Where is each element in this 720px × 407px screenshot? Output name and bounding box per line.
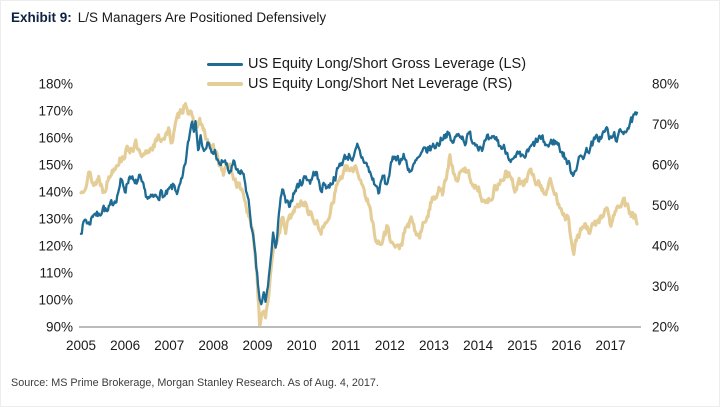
y-axis-left-tick-label: 180% (38, 77, 73, 92)
x-axis-tick-label: 2010 (287, 338, 317, 353)
x-axis-tick-label: 2006 (110, 338, 140, 353)
net-leverage-line (79, 102, 639, 327)
x-axis-tick-label: 2017 (596, 338, 626, 353)
y-axis-right-tick-label: 60% (652, 158, 679, 173)
leverage-chart-svg: 180% 170% 160% 150% 140% 130% 120% 110% 100% 90% 8… (38, 77, 679, 354)
legend-label-net: US Equity Long/Short Net Leverage (RS) (248, 76, 513, 92)
y-axis-right-tick-label: 70% (652, 117, 679, 132)
y-axis-left-tick-label: 120% (38, 239, 73, 254)
x-axis-tick-label: 2014 (463, 338, 494, 353)
gross-line-swatch-icon (207, 62, 243, 66)
x-axis-tick-label: 2007 (154, 338, 184, 353)
x-axis-tick-label: 2011 (331, 338, 360, 353)
exhibit-title-text: L/S Managers Are Positioned Defensively (77, 10, 327, 25)
x-axis-tick-label: 2013 (419, 338, 449, 353)
x-axis-tick-label: 2012 (375, 338, 405, 353)
legend-item-net: US Equity Long/Short Net Leverage (RS) (207, 74, 526, 94)
y-axis-left-tick-label: 100% (38, 293, 73, 308)
exhibit-title: Exhibit 9: L/S Managers Are Positioned De… (11, 10, 326, 25)
x-axis-tick-label: 2005 (66, 338, 96, 353)
net-line-swatch-icon (207, 82, 243, 86)
y-axis-right-tick-label: 30% (652, 279, 679, 294)
legend-item-gross: US Equity Long/Short Gross Leverage (LS) (207, 54, 526, 74)
y-axis-right-tick-label: 40% (652, 239, 679, 254)
y-axis-left-tick-label: 150% (38, 158, 73, 173)
source-note: Source: MS Prime Brokerage, Morgan Stanl… (11, 377, 379, 389)
y-axis-right-tick-label: 50% (652, 198, 679, 213)
exhibit-number-label: Exhibit 9: (11, 10, 72, 25)
y-axis-right-tick-label: 20% (652, 320, 679, 335)
x-axis-tick-label: 2015 (507, 338, 537, 353)
x-axis-tick-label: 2008 (198, 338, 228, 353)
y-axis-right-tick-label: 80% (652, 77, 679, 92)
gross-leverage-line (79, 111, 639, 306)
y-axis-left-tick-label: 160% (38, 131, 73, 146)
y-axis-left-tick-label: 130% (38, 212, 73, 227)
y-axis-left-tick-label: 110% (39, 266, 73, 281)
chart-legend: US Equity Long/Short Gross Leverage (LS)… (207, 54, 526, 94)
y-axis-left-tick-label: 140% (38, 185, 73, 200)
x-axis-tick-label: 2009 (242, 338, 272, 353)
y-axis-left-tick-label: 170% (38, 104, 73, 119)
y-axis-left-tick-label: 90% (46, 320, 73, 335)
legend-label-gross: US Equity Long/Short Gross Leverage (LS) (248, 56, 527, 72)
x-axis-tick-label: 2016 (551, 338, 581, 353)
